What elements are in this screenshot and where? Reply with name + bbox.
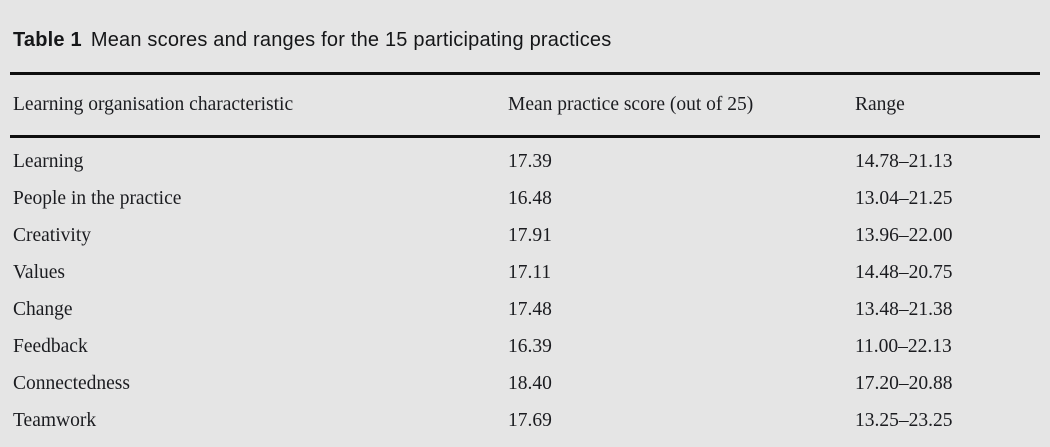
cell-range: 13.25–23.25 — [855, 410, 953, 431]
table-row: People in the practice 16.48 13.04–21.25 — [0, 180, 1050, 217]
cell-range: 14.78–21.13 — [855, 151, 953, 172]
cell-mean-score: 16.39 — [508, 336, 552, 357]
cell-range: 11.00–22.13 — [855, 336, 952, 357]
column-header-characteristic: Learning organisation characteristic — [13, 94, 294, 115]
table-caption-text: Mean scores and ranges for the 15 partic… — [90, 29, 612, 51]
table-row: Teamwork 17.69 13.25–23.25 — [0, 402, 1050, 439]
cell-range: 13.96–22.00 — [855, 225, 953, 246]
cell-range: 17.20–20.88 — [855, 373, 953, 394]
cell-mean-score: 17.48 — [508, 299, 552, 320]
table-header-row: Learning organisation characteristic Mea… — [0, 75, 1050, 135]
cell-characteristic: Values — [13, 262, 65, 283]
table-row: Learning 17.39 14.78–21.13 — [0, 143, 1050, 180]
table-header-rule — [10, 135, 1040, 138]
cell-characteristic: Connectedness — [13, 373, 130, 394]
table-row: Creativity 17.91 13.96–22.00 — [0, 217, 1050, 254]
cell-characteristic: Teamwork — [13, 410, 97, 431]
cell-mean-score: 16.48 — [508, 188, 552, 209]
cell-characteristic: Feedback — [13, 336, 88, 357]
cell-characteristic: Change — [13, 299, 73, 320]
table-row: Connectedness 18.40 17.20–20.88 — [0, 365, 1050, 402]
cell-mean-score: 17.69 — [508, 410, 552, 431]
cell-range: 14.48–20.75 — [855, 262, 953, 283]
cell-mean-score: 17.91 — [508, 225, 552, 246]
column-header-mean-score: Mean practice score (out of 25) — [508, 94, 754, 115]
cell-characteristic: Creativity — [13, 225, 91, 246]
table-row: Change 17.48 13.48–21.38 — [0, 291, 1050, 328]
cell-range: 13.48–21.38 — [855, 299, 953, 320]
table-caption-label: Table 1 — [13, 29, 82, 51]
cell-mean-score: 17.11 — [508, 262, 552, 283]
cell-range: 13.04–21.25 — [855, 188, 953, 209]
table-top-rule — [10, 72, 1040, 75]
table-row: Values 17.11 14.48–20.75 — [0, 254, 1050, 291]
cell-mean-score: 18.40 — [508, 373, 552, 394]
table-body: Learning 17.39 14.78–21.13 People in the… — [0, 138, 1050, 439]
table-caption: Table 1 Mean scores and ranges for the 15… — [0, 0, 1050, 72]
table-row: Feedback 16.39 11.00–22.13 — [0, 328, 1050, 365]
cell-mean-score: 17.39 — [508, 151, 552, 172]
cell-characteristic: Learning — [13, 151, 84, 172]
cell-characteristic: People in the practice — [13, 188, 182, 209]
column-header-range: Range — [855, 94, 905, 115]
